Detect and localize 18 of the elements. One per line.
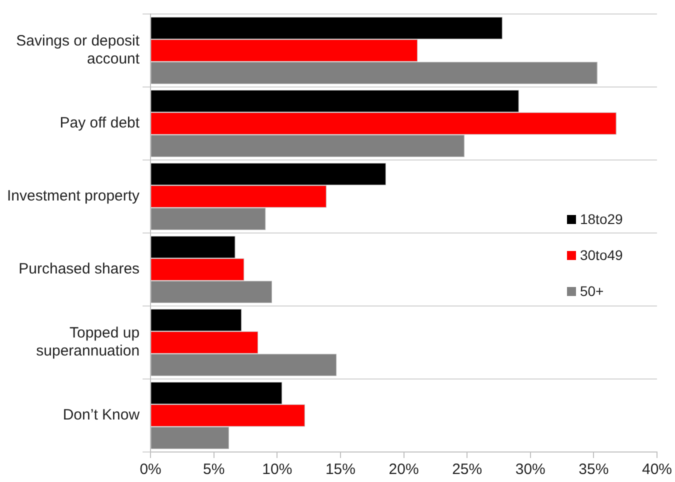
y-tick-label: Investment property [7,188,140,205]
x-tick-label: 25% [452,461,482,478]
legend-label: 50+ [580,283,604,299]
y-tick-label: Topped up superannuation [36,324,140,360]
y-tick-label: Don’t Know [62,406,140,424]
x-tick-label: 40% [642,461,672,478]
x-tick-label: 15% [325,461,356,478]
legend-label: 18to29 [580,211,623,227]
x-tick-label: 20% [388,461,419,478]
x-tick-label: 0% [140,461,162,478]
y-tick-label: Purchased shares [18,260,140,278]
x-tick-label: 5% [203,461,225,478]
y-tick-label: Pay off debt [60,114,140,132]
x-tick-label: 30% [515,461,546,478]
legend-label: 30to49 [580,247,623,263]
x-tick-label: 35% [578,461,609,478]
y-tick-label: Savings or deposit account [16,32,140,68]
x-tick-label: 10% [262,461,292,478]
